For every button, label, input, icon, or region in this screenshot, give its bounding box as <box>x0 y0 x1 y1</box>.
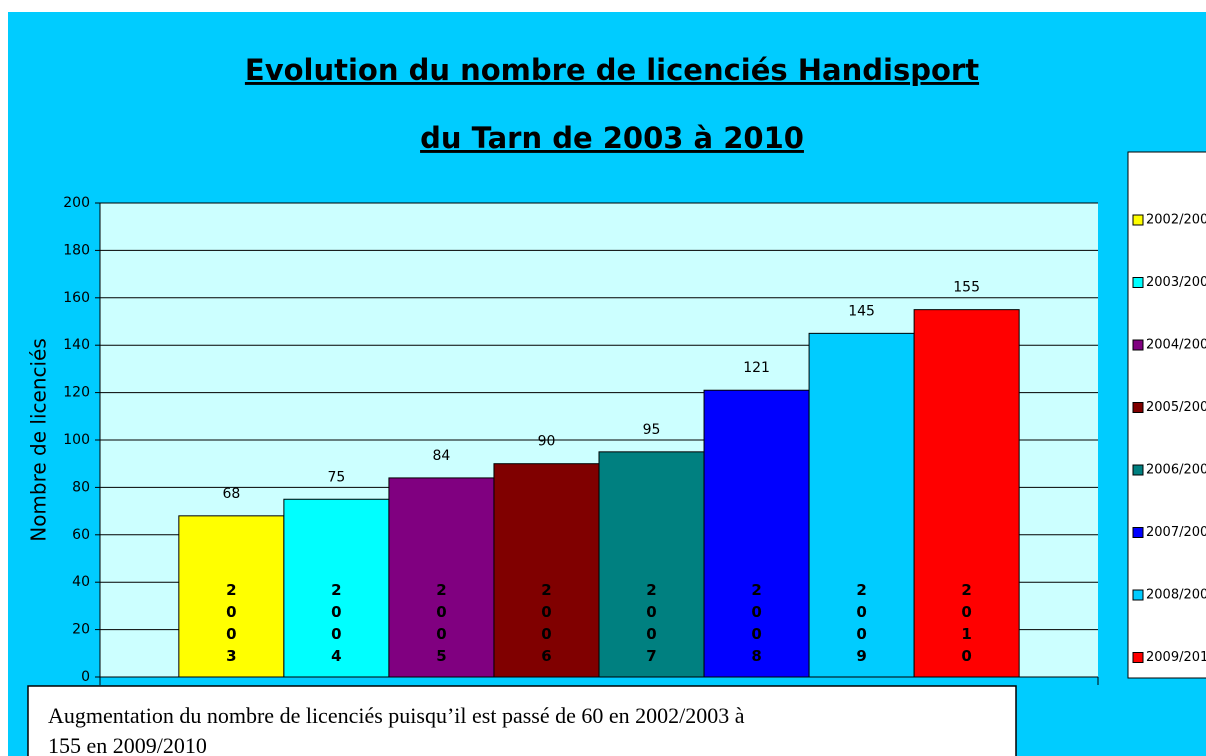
y-tick-label: 40 <box>72 574 90 590</box>
bar-label-char: 0 <box>646 603 656 621</box>
y-tick-label: 120 <box>63 385 90 401</box>
bar-label-char: 0 <box>331 625 341 643</box>
value-label: 155 <box>953 280 980 296</box>
value-label: 68 <box>222 486 240 502</box>
y-tick-label: 100 <box>63 432 90 448</box>
legend-label: 2006/2007 <box>1146 463 1206 478</box>
y-tick-label: 180 <box>63 242 90 258</box>
y-tick-label: 20 <box>72 622 90 638</box>
chart-title: Evolution du nombre de licenciés Handisp… <box>245 53 979 87</box>
legend-label: 2008/2009 <box>1146 588 1206 603</box>
bar-label-char: 9 <box>856 647 866 665</box>
bar-label-char: 8 <box>751 647 761 665</box>
y-axis-label: Nombre de licenciés <box>27 338 51 542</box>
bar-label-char: 0 <box>856 603 866 621</box>
bar-label-char: 0 <box>541 625 551 643</box>
legend-label: 2009/2010 <box>1146 650 1206 665</box>
legend-swatch <box>1132 464 1144 476</box>
bar-label-char: 2 <box>436 581 446 599</box>
value-label: 121 <box>743 360 770 376</box>
legend-swatch <box>1132 527 1144 538</box>
bar-label-char: 0 <box>436 603 446 621</box>
bar <box>178 515 285 678</box>
bar-label-char: 2 <box>331 581 341 599</box>
annotation: 155 en 2009/2010 <box>48 733 207 756</box>
bar-label-char: 6 <box>541 647 551 665</box>
bar <box>598 451 705 678</box>
bar <box>388 477 495 678</box>
bar-label-char: 0 <box>961 647 971 665</box>
bar <box>283 498 390 678</box>
bar-label-char: 5 <box>436 647 446 665</box>
bar-label-char: 0 <box>751 625 761 643</box>
legend-label: 2004/2005 <box>1146 338 1206 353</box>
legend-swatch <box>1132 277 1144 288</box>
legend-swatch <box>1132 339 1144 351</box>
value-label: 95 <box>643 422 661 438</box>
bar-label-char: 0 <box>226 603 236 621</box>
bar-label-char: 3 <box>226 647 236 665</box>
bar-label-char: 0 <box>436 625 446 643</box>
bar-label-char: 0 <box>646 625 656 643</box>
legend-swatch <box>1132 214 1144 226</box>
value-label: 75 <box>327 469 345 485</box>
value-label: 84 <box>433 448 451 464</box>
chart-title: du Tarn de 2003 à 2010 <box>420 121 804 155</box>
y-tick-label: 60 <box>72 527 90 543</box>
bar-label-char: 0 <box>226 625 236 643</box>
bar-label-char: 0 <box>751 603 761 621</box>
bar-label-char: 2 <box>751 581 761 599</box>
bar-label-char: 0 <box>541 603 551 621</box>
bar-label-char: 2 <box>646 581 656 599</box>
y-tick-label: 140 <box>63 337 90 353</box>
bar-label-char: 4 <box>331 647 341 665</box>
bar-label-char: 0 <box>856 625 866 643</box>
y-tick-label: 160 <box>63 290 90 306</box>
y-tick-label: 200 <box>63 195 90 211</box>
legend-swatch <box>1132 589 1144 601</box>
y-tick-label: 80 <box>72 479 90 495</box>
value-label: 90 <box>538 434 556 450</box>
legend-label: 2005/2006 <box>1146 400 1206 415</box>
bar-label-char: 2 <box>226 581 236 599</box>
annotation-box <box>27 685 1017 756</box>
bar <box>703 389 810 678</box>
bar-label-char: 2 <box>541 581 551 599</box>
bar-label-char: 2 <box>961 581 971 599</box>
bar-label-char: 7 <box>646 647 656 665</box>
bar-label-char: 0 <box>961 603 971 621</box>
legend-label: 2007/2008 <box>1146 525 1206 540</box>
bar-label-char: 1 <box>961 625 971 643</box>
y-tick-label: 0 <box>81 669 90 685</box>
legend-label: 2002/2003 <box>1146 213 1206 228</box>
bar-label-char: 0 <box>331 603 341 621</box>
value-label: 145 <box>848 303 875 319</box>
bar-label-char: 2 <box>856 581 866 599</box>
bar <box>913 309 1020 678</box>
legend-swatch <box>1132 652 1144 663</box>
legend-label: 2003/2004 <box>1146 275 1206 290</box>
legend-swatch <box>1132 402 1144 413</box>
bar <box>808 332 915 678</box>
annotation: Augmentation du nombre de licenciés puis… <box>48 703 745 728</box>
bar <box>493 463 600 678</box>
